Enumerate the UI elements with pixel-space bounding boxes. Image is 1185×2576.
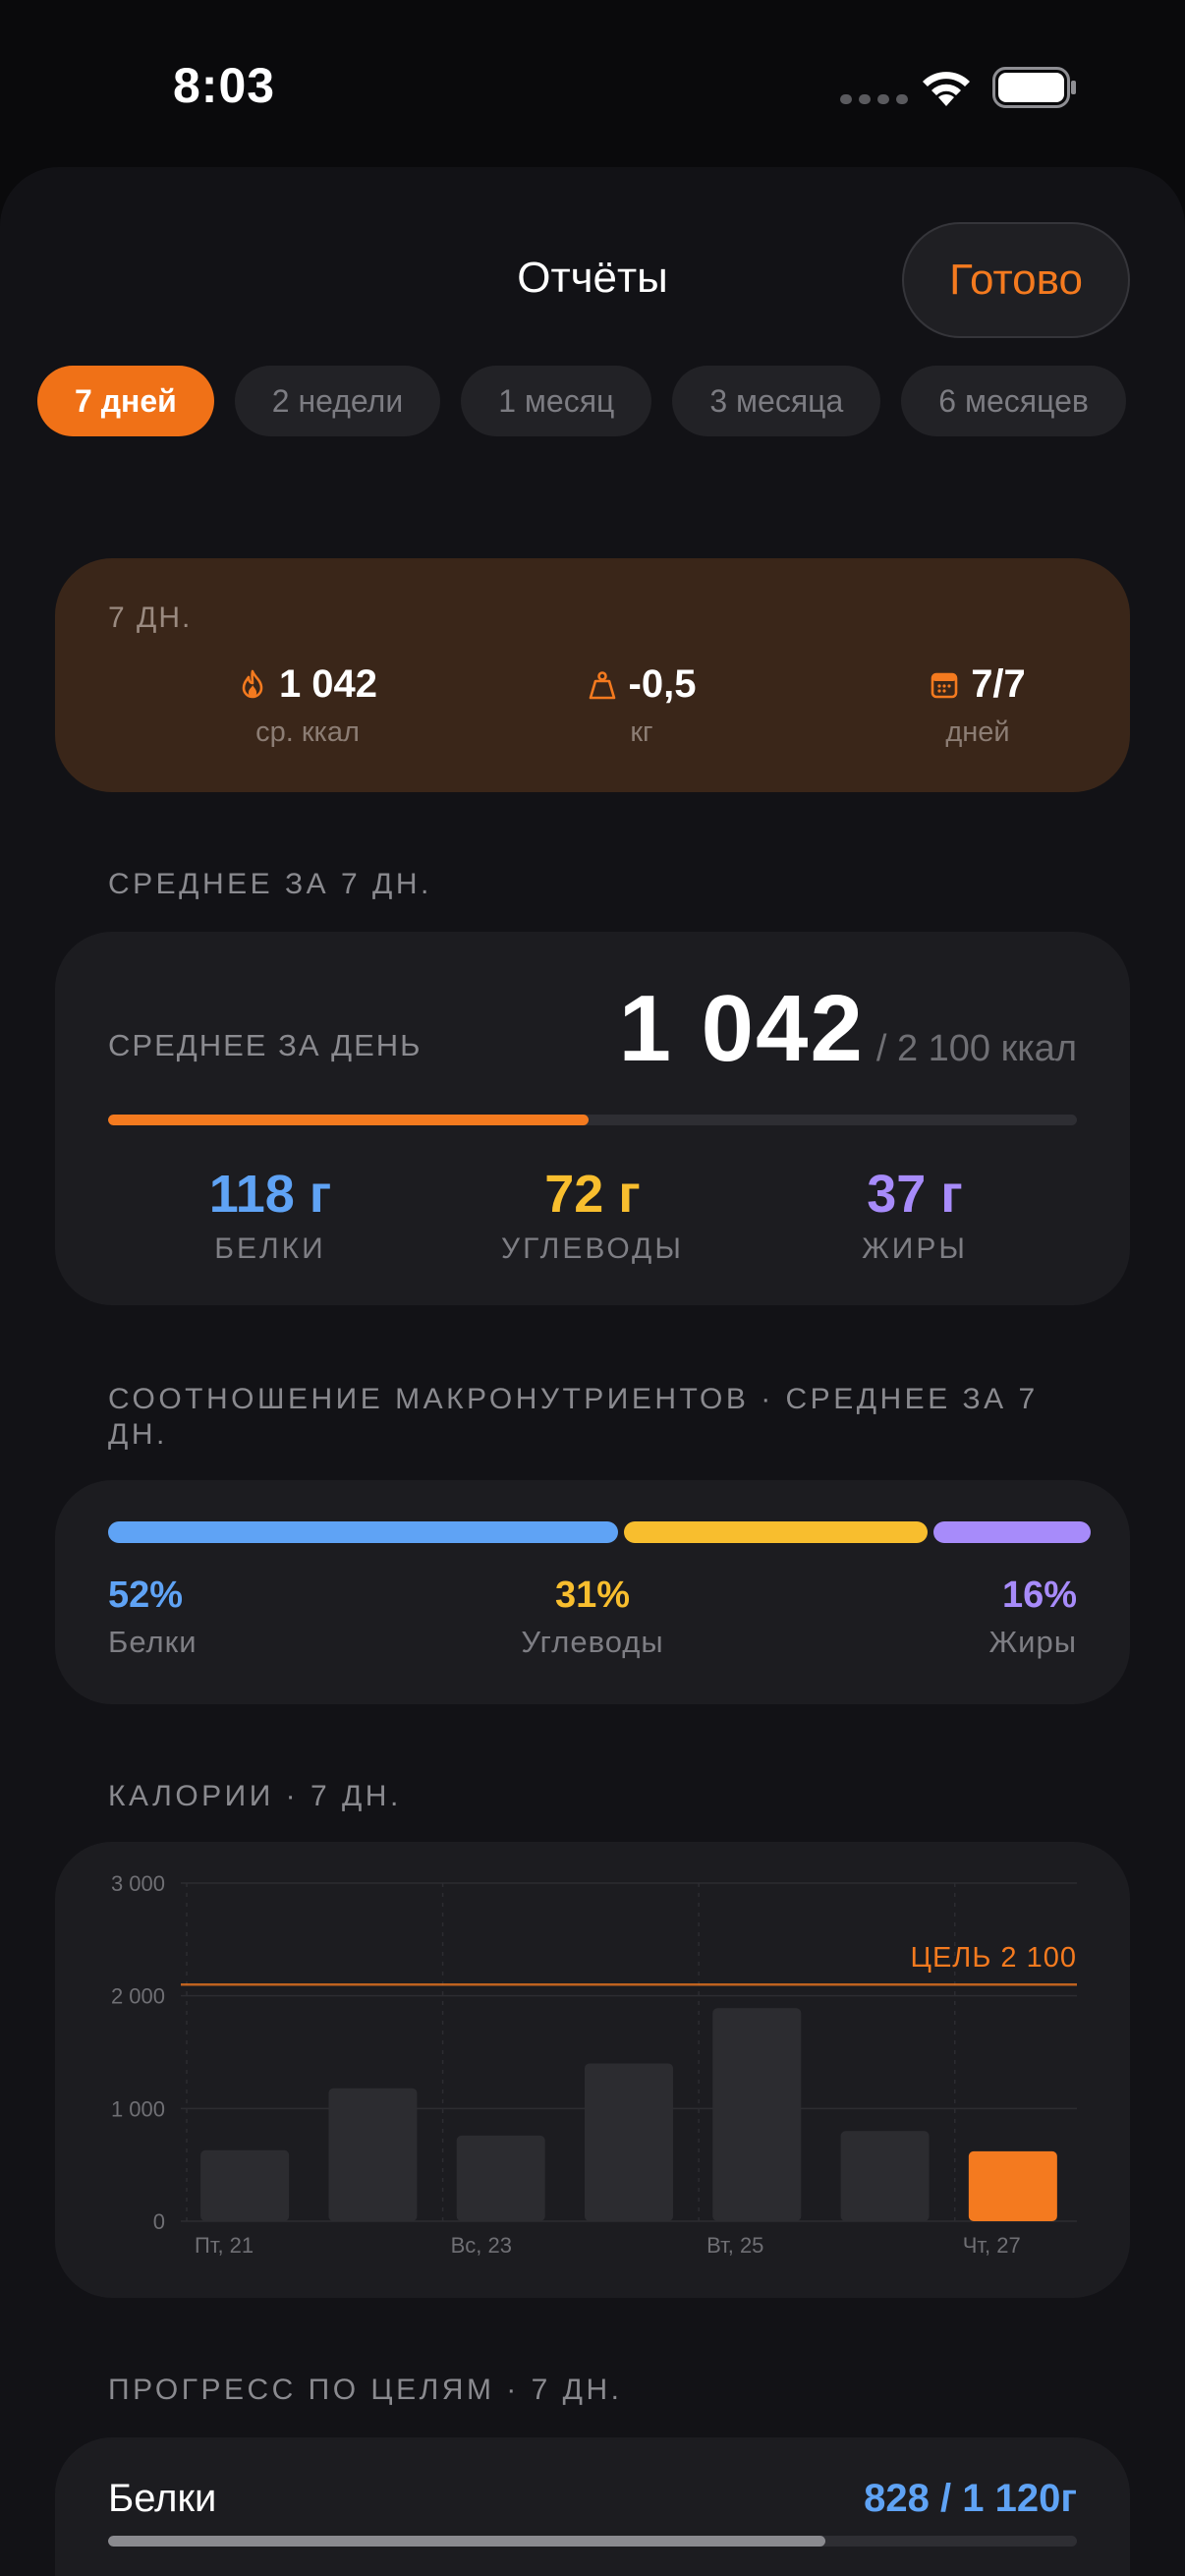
period-chip-7-days[interactable]: 7 дней xyxy=(37,366,214,436)
ratio-section-label: СООТНОШЕНИЕ МАКРОНУТРИЕНТОВ · СРЕДНЕЕ ЗА… xyxy=(108,1383,1039,1451)
calorie-bar xyxy=(585,2063,673,2221)
status-time: 8:03 xyxy=(173,58,276,113)
summary-calories-value: 1 042 xyxy=(278,662,378,706)
summary-weight-value: -0,5 xyxy=(628,662,697,706)
macro-ratio-bar xyxy=(108,1521,1091,1543)
summary-days: 7/7 дней xyxy=(816,662,1140,749)
average-card: СРЕДНЕЕ ЗА ДЕНЬ 1 042 / 2 100 ккал 118 г… xyxy=(55,932,1130,1305)
period-chip-2-weeks[interactable]: 2 недели xyxy=(234,366,441,436)
period-selector: 7 дней 2 недели 1 месяц 3 месяца 6 месяцев xyxy=(37,366,1185,438)
ratio-segment-carbs xyxy=(623,1521,929,1543)
calories-chart-card: 0 1 000 2 000 3 000 ЦЕЛЬ 2 100 Пт, 21 Вс, 23 Вт… xyxy=(55,1842,1130,2298)
wifi-icon xyxy=(923,72,970,106)
goals-card: Белки 828 / 1 120г xyxy=(55,2437,1130,2576)
summary-weight-label: кг xyxy=(630,716,653,748)
macro-protein-value: 118 г xyxy=(208,1165,332,1224)
y-tick-label: 2 000 xyxy=(111,1984,165,2009)
ratio-carbs-percent: 31% xyxy=(554,1574,631,1616)
summary-days-value: 7/7 xyxy=(971,662,1026,706)
calorie-progress-bar xyxy=(108,1115,1077,1125)
macro-carbs-value: 72 г xyxy=(544,1165,641,1224)
calorie-bar xyxy=(840,2131,930,2221)
macro-fat-value: 37 г xyxy=(867,1165,963,1224)
x-tick-label: Вт, 25 xyxy=(706,2233,763,2258)
ratio-fat: 16% Жиры xyxy=(989,1574,1077,1660)
calorie-bar xyxy=(712,2008,802,2221)
goal-protein-label: Белки xyxy=(108,2477,217,2520)
macro-protein-label: БЕЛКИ xyxy=(214,1232,326,1265)
macro-protein: 118 г БЕЛКИ xyxy=(108,1164,432,1266)
calorie-progress-fill xyxy=(108,1115,590,1125)
ratio-card: 52% Белки 31% Углеводы 16% Жиры xyxy=(55,1480,1130,1704)
done-button[interactable]: Готово xyxy=(902,222,1130,338)
calories-section-label: КАЛОРИИ · 7 ДН. xyxy=(108,1780,402,1812)
goals-section-label: ПРОГРЕСС ПО ЦЕЛЯМ · 7 ДН. xyxy=(108,2374,623,2406)
ratio-fat-percent: 16% xyxy=(1001,1574,1077,1616)
summary-days-label: дней xyxy=(945,716,1010,748)
period-chip-1-month[interactable]: 1 месяц xyxy=(461,366,652,436)
summary-calories: 1 042 ср. ккал xyxy=(145,662,470,749)
macro-fat-label: ЖИРЫ xyxy=(862,1232,968,1265)
summary-card: 7 ДН. 1 042 ср. ккал -0,5 кг xyxy=(55,558,1130,792)
y-tick-label: 1 000 xyxy=(111,2096,165,2121)
ratio-fat-name: Жиры xyxy=(988,1625,1077,1659)
weight-icon xyxy=(589,670,615,699)
period-chip-6-months[interactable]: 6 месяцев xyxy=(901,366,1126,436)
battery-icon xyxy=(992,67,1076,108)
average-calories-value: 1 042 xyxy=(618,976,865,1081)
period-chip-3-months[interactable]: 3 месяца xyxy=(672,366,881,436)
flame-icon xyxy=(242,669,263,698)
calories-bar-chart: 0 1 000 2 000 3 000 ЦЕЛЬ 2 100 Пт, 21 Вс, 23 Вт… xyxy=(111,1871,1078,2258)
y-tick-label: 3 000 xyxy=(111,1871,165,1896)
calorie-bar xyxy=(968,2150,1057,2221)
x-tick-label: Вс, 23 xyxy=(451,2233,512,2258)
average-day-label: СРЕДНЕЕ ЗА ДЕНЬ xyxy=(108,1028,423,1062)
ratio-carbs-name: Углеводы xyxy=(521,1625,664,1659)
calendar-icon xyxy=(931,672,958,698)
ratio-carbs: 31% Углеводы xyxy=(445,1574,740,1660)
x-tick-label: Пт, 21 xyxy=(195,2233,254,2258)
cellular-signal-icon xyxy=(840,94,908,104)
goal-protein-progress-bar xyxy=(108,2536,1077,2547)
average-value-group: 1 042 / 2 100 ккал xyxy=(619,975,1077,1083)
status-bar: 8:03 xyxy=(0,0,1185,167)
ratio-segment-fat xyxy=(933,1521,1091,1543)
ratio-protein: 52% Белки xyxy=(108,1574,198,1660)
x-tick-label: Чт, 27 xyxy=(963,2233,1021,2258)
goal-protein-value: 828 / 1 120г xyxy=(864,2477,1077,2520)
calorie-bar xyxy=(328,2088,418,2221)
goal-line-label: ЦЕЛЬ 2 100 xyxy=(911,1942,1078,1974)
ratio-protein-name: Белки xyxy=(108,1625,198,1659)
summary-weight: -0,5 кг xyxy=(480,662,804,749)
ratio-segment-protein xyxy=(108,1521,618,1543)
calorie-bar xyxy=(456,2135,545,2221)
average-calories-goal: / 2 100 ккал xyxy=(875,1028,1077,1069)
macro-fat: 37 г ЖИРЫ xyxy=(753,1164,1077,1266)
calorie-bar xyxy=(200,2149,290,2221)
goal-protein-progress-fill xyxy=(108,2536,825,2547)
average-section-label: СРЕДНЕЕ ЗА 7 ДН. xyxy=(108,868,432,900)
macro-carbs: 72 г УГЛЕВОДЫ xyxy=(430,1164,755,1266)
ratio-protein-percent: 52% xyxy=(108,1574,184,1616)
summary-period: 7 ДН. xyxy=(108,601,193,634)
summary-calories-label: ср. ккал xyxy=(255,716,360,748)
page-title: Отчёты xyxy=(517,254,668,302)
y-tick-label: 0 xyxy=(153,2209,165,2234)
macro-carbs-label: УГЛЕВОДЫ xyxy=(501,1232,684,1265)
